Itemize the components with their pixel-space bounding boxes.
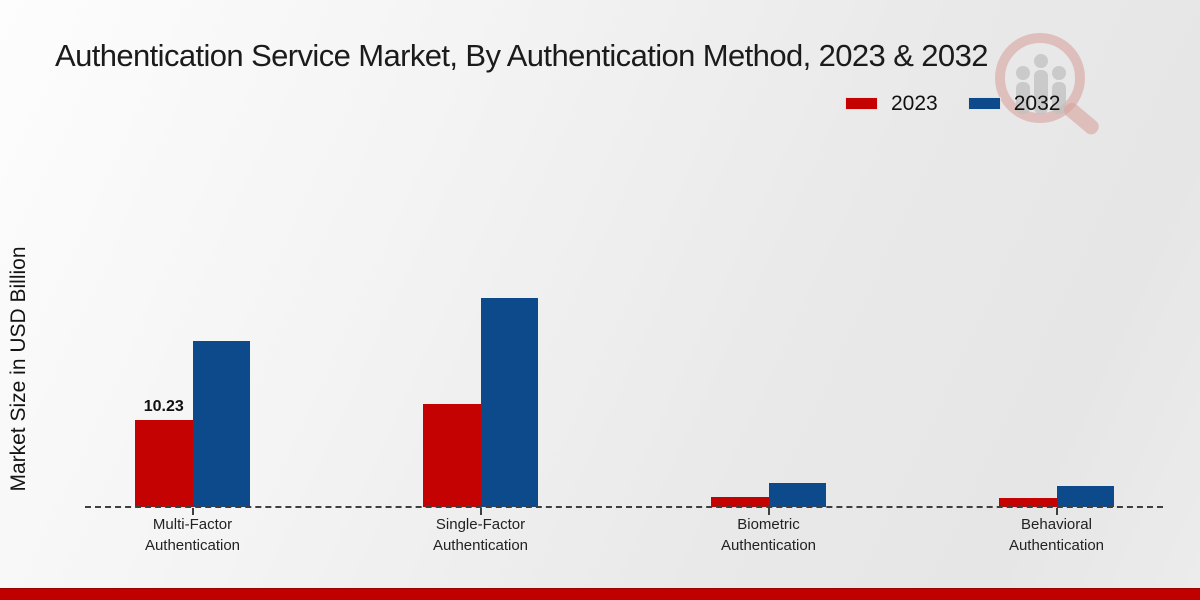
chart-title: Authentication Service Market, By Authen… xyxy=(55,38,988,73)
bar-2032-cat3 xyxy=(1056,485,1114,507)
bar-2032-cat0 xyxy=(192,341,250,507)
mrfr-watermark-logo xyxy=(995,33,1099,135)
bar-2032-cat2 xyxy=(768,483,826,507)
x-axis-category-label: Single-Factor Authentication xyxy=(432,516,529,554)
x-axis-tick xyxy=(191,508,194,515)
legend-label-2023: 2023 xyxy=(891,92,938,115)
bar-2023-cat3 xyxy=(999,497,1057,507)
legend: 2023 2032 xyxy=(845,93,1060,114)
bar-2023-cat2 xyxy=(711,496,769,507)
legend-label-2032: 2032 xyxy=(1013,92,1061,115)
x-axis-tick xyxy=(1055,508,1058,515)
legend-swatch-2023 xyxy=(845,97,878,110)
legend-item-2032: 2032 xyxy=(967,92,1061,115)
x-axis-category-label: Behavioral Authentication xyxy=(1008,516,1105,554)
x-axis-category-label: Biometric Authentication xyxy=(720,516,817,554)
legend-item-2023: 2023 xyxy=(845,93,938,114)
x-axis-category-label: Multi-Factor Authentication xyxy=(144,516,241,554)
y-axis-label: Market Size in USD Billion xyxy=(7,246,30,492)
x-axis-baseline xyxy=(85,506,1163,508)
footer-bar xyxy=(0,588,1200,600)
bar-2023-cat0 xyxy=(135,420,193,507)
x-axis-tick xyxy=(767,508,770,515)
legend-swatch-2032 xyxy=(967,97,1001,110)
bar-2023-cat1 xyxy=(423,404,481,507)
x-axis-tick xyxy=(479,508,482,515)
bar-value-label: 10.23 xyxy=(143,398,184,416)
bar-2032-cat1 xyxy=(480,297,538,507)
